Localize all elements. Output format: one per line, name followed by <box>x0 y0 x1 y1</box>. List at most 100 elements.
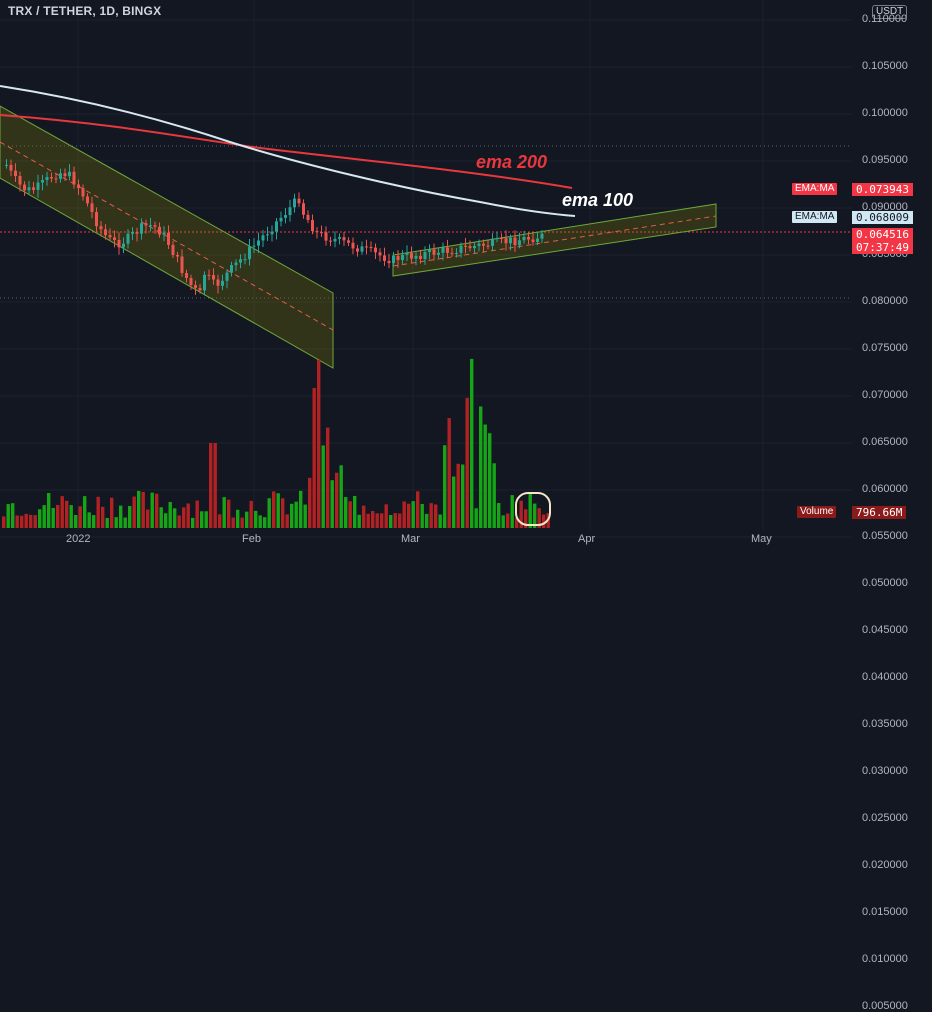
symbol-title[interactable]: TRX / TETHER, 1D, BINGX <box>8 4 162 18</box>
time-axis-label: Apr <box>578 533 596 545</box>
ema200-line <box>0 114 573 189</box>
candle-body <box>252 245 256 247</box>
volume-bar <box>123 517 127 528</box>
price-axis-label: 0.065000 <box>862 436 908 448</box>
ema100-tag-label: EMA:MA <box>792 211 838 223</box>
volume-bar <box>105 517 109 528</box>
volume-bar <box>335 472 339 528</box>
candle-body <box>68 171 71 177</box>
candle-body <box>531 239 535 243</box>
candle-body <box>212 275 215 280</box>
volume-bar <box>65 500 69 528</box>
candle-body <box>374 247 377 253</box>
volume-bar <box>146 509 150 528</box>
candle-body <box>239 259 242 263</box>
volume-bar <box>38 509 42 528</box>
currency-badge[interactable]: USDT <box>872 5 908 19</box>
candle-body <box>27 187 31 191</box>
candle-body <box>459 245 463 253</box>
candle-body <box>464 245 467 247</box>
candle-body <box>455 252 458 254</box>
volume-bar <box>312 388 316 528</box>
candle-body <box>99 226 103 230</box>
volume-bar <box>83 496 87 528</box>
candle-body <box>176 254 179 257</box>
volume-bar <box>60 496 64 528</box>
volume-bar <box>159 507 163 528</box>
volume-bar <box>398 513 402 528</box>
candle-body <box>428 249 431 253</box>
price-axis-label: 0.030000 <box>862 765 908 777</box>
candle-body <box>90 203 94 213</box>
candle-body <box>32 187 35 190</box>
volume-bar <box>96 496 100 528</box>
price-axis-label: 0.100000 <box>862 107 908 119</box>
volume-bar <box>366 513 370 528</box>
volume-bar <box>132 496 136 528</box>
price-axis-label: 0.110000 <box>862 13 908 25</box>
candle-body <box>324 232 328 241</box>
candle-body <box>405 253 409 255</box>
ema200-annotation: ema 200 <box>476 152 548 172</box>
volume-bar <box>2 516 6 528</box>
price-axis-label: 0.050000 <box>862 577 908 589</box>
volume-bar <box>92 515 96 528</box>
candle-body <box>437 252 440 255</box>
price-axis-label: 0.070000 <box>862 389 908 401</box>
candle-body <box>473 245 476 249</box>
candle-body <box>122 243 125 248</box>
candle-body <box>86 196 89 204</box>
time-axis-label: May <box>751 533 772 545</box>
candle-body <box>207 274 211 276</box>
volume-bar <box>330 480 334 528</box>
volume-bar <box>380 513 384 528</box>
candle-body <box>396 256 400 261</box>
volume-bar <box>497 503 501 528</box>
candle-body <box>306 214 310 221</box>
candle-body <box>185 273 188 279</box>
price-axis-label: 0.055000 <box>862 530 908 542</box>
candle-body <box>63 173 67 177</box>
price-axis-label: 0.060000 <box>862 483 908 495</box>
candle-body <box>288 207 292 216</box>
volume-bars <box>2 358 550 528</box>
volume-bar <box>137 490 141 528</box>
volume-bar <box>168 501 172 528</box>
volume-bar <box>434 504 438 528</box>
volume-bar <box>420 503 424 528</box>
volume-bar <box>227 499 231 528</box>
volume-bar <box>515 517 519 528</box>
candle-body <box>540 233 544 239</box>
candle-body <box>536 238 539 243</box>
candle-body <box>5 164 8 166</box>
volume-bar <box>218 514 222 528</box>
volume-bar <box>285 514 289 528</box>
chart-grid <box>0 0 852 538</box>
volume-bar <box>344 497 348 528</box>
time-axis-label: 2022 <box>66 533 91 545</box>
candle-body <box>446 247 449 253</box>
ema200-price-tag: 0.073943 <box>852 183 913 196</box>
candle-body <box>347 240 350 243</box>
candle-body <box>338 237 341 239</box>
price-axis-label: 0.105000 <box>862 60 908 72</box>
candle-body <box>54 178 58 180</box>
candle-body <box>36 182 40 190</box>
candle-body <box>365 246 368 248</box>
volume-bar <box>15 515 19 528</box>
price-axis-label: 0.015000 <box>862 906 908 918</box>
candle-body <box>513 237 517 246</box>
candle-body <box>383 255 386 261</box>
candle-body <box>500 237 503 239</box>
volume-bar <box>263 517 267 528</box>
volume-bar <box>317 360 321 528</box>
volume-bar <box>87 512 91 528</box>
candle-body <box>140 223 143 234</box>
price-chart[interactable] <box>0 0 932 550</box>
volume-bar <box>195 500 199 528</box>
volume-bar <box>465 397 469 528</box>
candle-body <box>284 215 287 218</box>
candle-body <box>477 243 481 246</box>
volume-bar <box>294 501 298 528</box>
price-axis-label: 0.045000 <box>862 624 908 636</box>
